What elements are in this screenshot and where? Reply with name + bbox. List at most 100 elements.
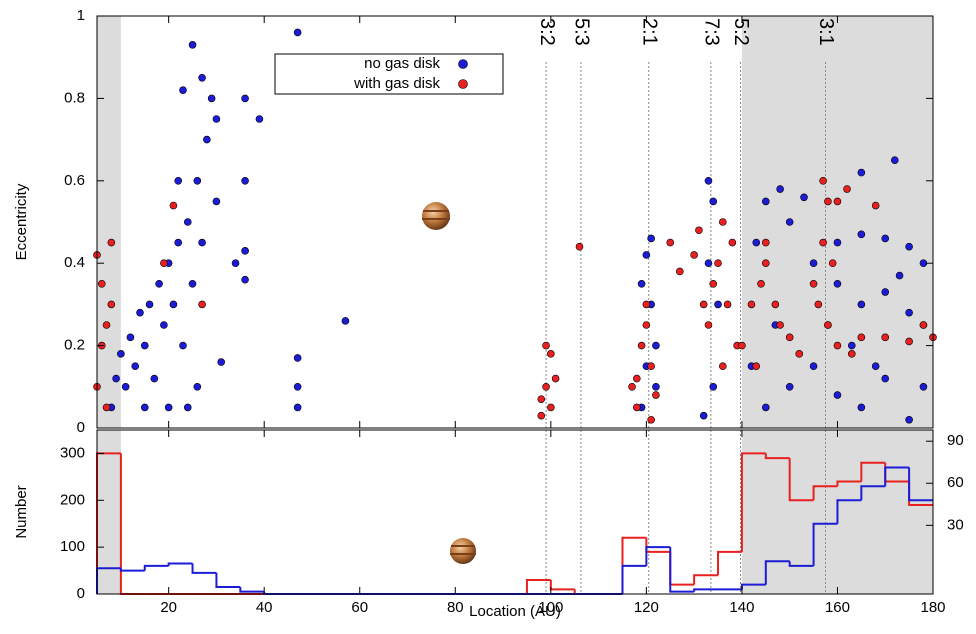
data-point <box>647 415 655 424</box>
data-point <box>542 341 550 350</box>
histogram-step <box>788 458 814 502</box>
data-point <box>819 177 827 185</box>
data-point <box>628 382 636 391</box>
data-point <box>843 185 851 193</box>
data-point <box>241 247 249 255</box>
data-point <box>752 238 761 247</box>
data-point <box>231 259 240 268</box>
data-point <box>809 362 818 371</box>
data-point <box>699 411 708 420</box>
histogram-step <box>860 485 886 501</box>
data-point <box>704 321 713 329</box>
resonance-label: 7:3 <box>701 18 723 46</box>
y-axis-label: Number <box>13 485 30 538</box>
data-point <box>809 279 818 288</box>
planet-icon <box>450 538 476 564</box>
data-point <box>121 382 130 391</box>
data-point <box>757 279 765 288</box>
x-tick-label: 20 <box>160 599 177 616</box>
data-point <box>293 354 302 362</box>
data-point <box>179 341 187 350</box>
x-tick-label: 180 <box>920 599 945 616</box>
legend-label: no gas disk <box>364 55 440 72</box>
data-point <box>881 374 890 383</box>
x-tick-label: 140 <box>729 599 754 616</box>
data-point <box>212 197 221 206</box>
data-point <box>217 358 226 366</box>
data-point <box>642 300 651 309</box>
data-point <box>847 341 856 350</box>
data-point <box>857 333 866 342</box>
data-point <box>709 382 718 391</box>
data-point <box>203 135 211 144</box>
data-point <box>714 300 722 309</box>
histogram-step <box>645 537 671 553</box>
data-point <box>785 218 794 226</box>
data-point <box>155 279 163 288</box>
data-point <box>537 395 546 403</box>
data-point <box>188 41 197 49</box>
data-point <box>919 321 928 329</box>
data-point <box>690 251 698 259</box>
histogram-step <box>860 461 886 482</box>
data-point <box>551 374 560 383</box>
data-point <box>117 350 125 358</box>
data-point <box>207 94 216 103</box>
data-point <box>857 168 866 177</box>
data-point <box>537 411 546 420</box>
data-point <box>188 279 197 288</box>
data-point <box>905 242 913 251</box>
x-tick-label: 100 <box>538 599 563 616</box>
data-point <box>547 403 555 412</box>
data-point <box>709 197 718 206</box>
data-point <box>179 86 187 94</box>
data-point <box>795 350 804 358</box>
y-tick-label: 0.8 <box>64 89 85 106</box>
data-point <box>102 321 111 329</box>
data-point <box>723 300 732 309</box>
x-tick-label: 120 <box>634 599 659 616</box>
data-point <box>255 115 264 123</box>
resonance-label: 5:2 <box>730 18 752 46</box>
data-point <box>112 374 120 383</box>
data-point <box>752 362 761 371</box>
y-tick-label: 200 <box>60 491 85 508</box>
data-point <box>905 308 913 317</box>
data-point <box>738 341 746 350</box>
data-point <box>193 177 202 185</box>
data-point <box>676 267 684 276</box>
data-point <box>761 403 770 412</box>
y-tick-label: 1 <box>77 7 85 24</box>
data-point <box>776 185 784 193</box>
data-point <box>905 415 913 424</box>
y-axis-label: Eccentricity <box>13 183 30 260</box>
legend-label: with gas disk <box>353 75 440 92</box>
data-point <box>542 382 550 391</box>
resonance-label: 3:1 <box>815 18 837 46</box>
y-tick-label: 300 <box>60 444 85 461</box>
data-point <box>174 177 183 185</box>
histogram-step <box>812 522 838 566</box>
data-point <box>198 74 206 82</box>
data-point <box>871 362 880 371</box>
planet-icon <box>422 202 450 230</box>
x-tick-label: 80 <box>447 599 464 616</box>
data-point <box>652 382 660 391</box>
data-point <box>776 321 784 329</box>
plot-frame <box>96 15 934 429</box>
y2-tick-label: 60 <box>947 474 964 491</box>
data-point <box>652 391 660 399</box>
histogram-step <box>693 574 719 585</box>
data-point <box>699 300 708 309</box>
data-point <box>174 238 183 247</box>
histogram-step <box>740 452 766 552</box>
y-tick-label: 100 <box>60 538 85 555</box>
histogram-step <box>717 550 742 576</box>
data-point <box>547 350 555 358</box>
x-tick-label: 160 <box>825 599 850 616</box>
data-point <box>241 177 249 185</box>
data-point <box>833 197 842 206</box>
histogram-step <box>669 547 695 593</box>
histogram-step <box>525 578 551 594</box>
data-point <box>747 300 756 309</box>
